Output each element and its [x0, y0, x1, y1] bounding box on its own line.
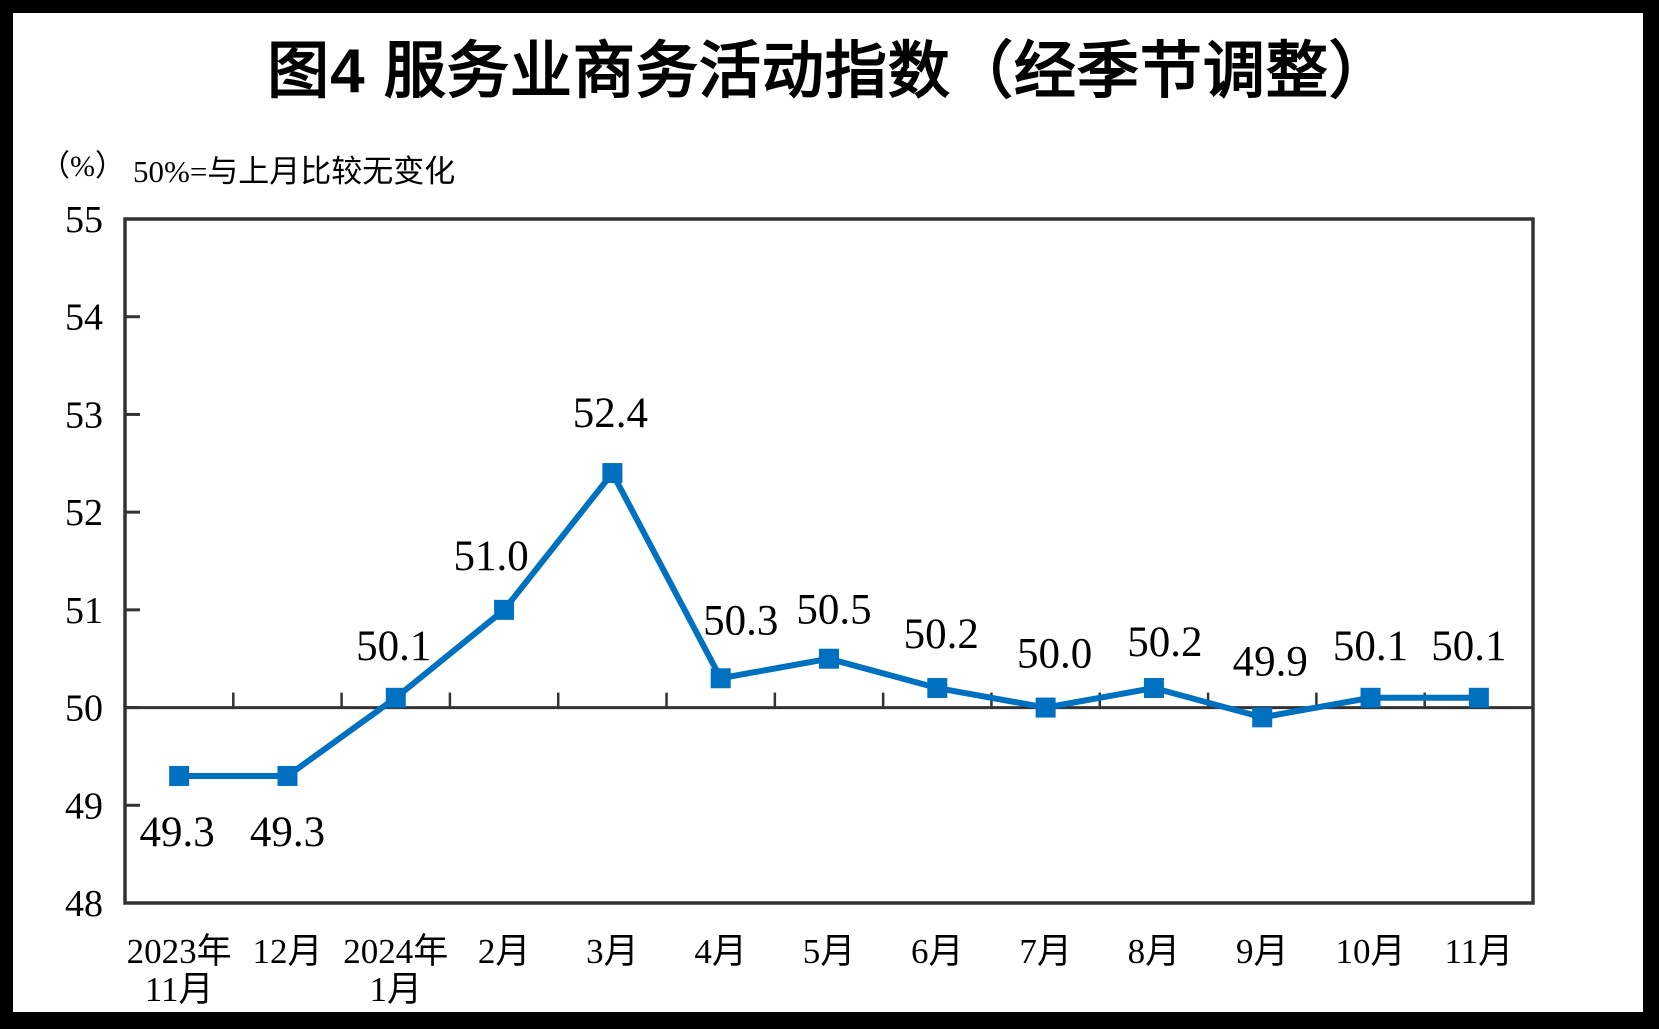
x-axis-category-label: 4月	[694, 932, 747, 971]
y-axis-tick-label: 55	[65, 199, 103, 241]
reference-note: 50%=与上月比较无变化	[133, 154, 456, 189]
data-point-marker	[277, 765, 298, 786]
y-axis-tick-label: 52	[65, 492, 103, 534]
y-axis-tick-label: 48	[65, 883, 103, 925]
y-axis-tick-label: 49	[65, 785, 103, 827]
data-point-marker	[1143, 678, 1164, 699]
x-axis-category-label: 2023年	[127, 932, 232, 971]
data-point-marker	[710, 668, 731, 689]
x-axis-category-label: 8月	[1128, 932, 1181, 971]
data-point-marker	[1360, 687, 1381, 708]
data-point-label: 50.2	[904, 611, 979, 658]
x-axis-category-label: 5月	[803, 932, 856, 971]
x-axis-category-label: 2024年	[343, 932, 448, 971]
data-point-marker	[819, 648, 839, 669]
x-axis-category-label: 12月	[252, 932, 322, 971]
y-axis-tick-label: 51	[65, 590, 103, 632]
data-point-label: 49.9	[1233, 638, 1308, 685]
x-axis-category-label: 6月	[911, 932, 964, 971]
chart-title: 图4 服务业商务活动指数（经季节调整）	[267, 37, 1392, 106]
x-axis-category-label: 2月	[478, 932, 531, 971]
data-point-marker	[494, 599, 515, 620]
y-axis-tick-label: 53	[65, 394, 103, 436]
data-point-label: 50.1	[1431, 623, 1506, 670]
data-point-label: 49.3	[250, 809, 325, 856]
x-axis-category-label: 9月	[1236, 932, 1289, 971]
data-point-label: 50.0	[1017, 631, 1092, 678]
data-point-marker	[927, 678, 948, 699]
x-axis-category-label: 3月	[586, 932, 639, 971]
data-point-marker	[169, 765, 190, 786]
data-point-marker	[1035, 697, 1056, 718]
data-point-label: 52.4	[573, 390, 648, 437]
chart-canvas	[13, 13, 1643, 1012]
x-axis-category-label: 1月	[370, 970, 423, 1009]
data-point-marker	[1468, 687, 1489, 708]
y-axis-tick-label: 50	[65, 688, 103, 730]
data-point-marker	[602, 463, 623, 484]
data-point-label: 50.1	[356, 623, 431, 670]
data-point-label: 50.5	[796, 587, 871, 634]
y-axis-unit-label: （%）	[40, 150, 125, 183]
data-point-label: 50.3	[703, 597, 778, 644]
x-axis-category-label: 11月	[145, 970, 214, 1009]
data-point-label: 49.3	[140, 809, 215, 856]
data-point-label: 51.0	[453, 533, 528, 580]
y-axis-tick-label: 54	[65, 297, 103, 339]
x-axis-category-label: 11月	[1444, 932, 1513, 971]
data-point-label: 50.1	[1333, 623, 1408, 670]
data-point-marker	[1252, 707, 1273, 728]
x-axis-category-label: 7月	[1019, 932, 1072, 971]
x-axis-category-label: 10月	[1336, 932, 1406, 971]
data-point-label: 50.2	[1127, 619, 1202, 666]
plot-frame	[123, 217, 1535, 905]
data-point-marker	[385, 687, 406, 708]
